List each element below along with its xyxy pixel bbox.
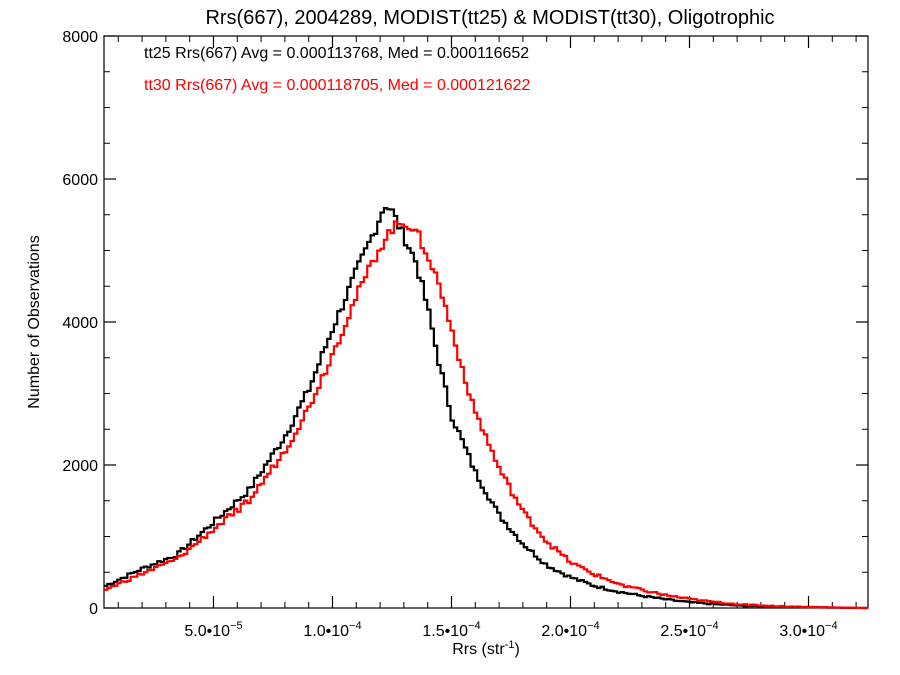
y-tick-label: 6000: [62, 172, 98, 189]
x-tick-mantissa: 3.0•10: [779, 623, 825, 640]
legend-entry-tt25: tt25 Rrs(667) Avg = 0.000113768, Med = 0…: [144, 45, 529, 62]
x-tick-label: 5.0•10−5: [184, 620, 242, 640]
x-axis-label: Rrs (str-1): [452, 639, 520, 658]
x-axis: 5.0•10−5 1.0•10−4 1.5•10−4 2.0•10−4 2.5•10−4…: [117, 36, 857, 640]
x-tick-exponent: −5: [230, 620, 243, 632]
x-tick-exponent: −4: [825, 620, 838, 632]
x-tick-label: 2.0•10−4: [541, 620, 599, 640]
y-axis: 0 2000 4000 6000 8000: [62, 29, 868, 618]
series-line-tt30: [104, 220, 869, 610]
x-axis-label-sup: -1: [505, 639, 515, 651]
x-tick-mantissa: 2.0•10: [541, 623, 587, 640]
x-axis-label-main: Rrs (str: [452, 641, 505, 658]
x-tick-mantissa: 1.5•10: [422, 623, 468, 640]
y-tick-label: 2000: [62, 458, 98, 475]
y-tick-label: 4000: [62, 315, 98, 332]
x-tick-mantissa: 1.0•10: [303, 623, 349, 640]
x-tick-exponent: −4: [587, 620, 600, 632]
x-tick-exponent: −4: [468, 620, 481, 632]
y-tick-label: 8000: [62, 29, 98, 46]
x-tick-label: 1.5•10−4: [422, 620, 480, 640]
chart-title: Rrs(667), 2004289, MODIST(tt25) & MODIST…: [205, 7, 774, 29]
x-tick-exponent: −4: [706, 620, 719, 632]
series-line-tt25: [104, 207, 869, 610]
x-tick-label: 3.0•10−4: [779, 620, 837, 640]
y-tick-label: 0: [89, 601, 98, 618]
x-tick-mantissa: 2.5•10: [660, 623, 706, 640]
legend-entry-tt30: tt30 Rrs(667) Avg = 0.000118705, Med = 0…: [144, 77, 530, 94]
x-tick-exponent: −4: [349, 620, 362, 632]
x-tick-label: 2.5•10−4: [660, 620, 718, 640]
x-tick-label: 1.0•10−4: [303, 620, 361, 640]
y-axis-label: Number of Observations: [26, 235, 43, 408]
series-layer: [104, 207, 869, 610]
x-tick-mantissa: 5.0•10: [184, 623, 230, 640]
plot-frame: [103, 35, 869, 609]
x-axis-label-end: ): [514, 641, 519, 658]
